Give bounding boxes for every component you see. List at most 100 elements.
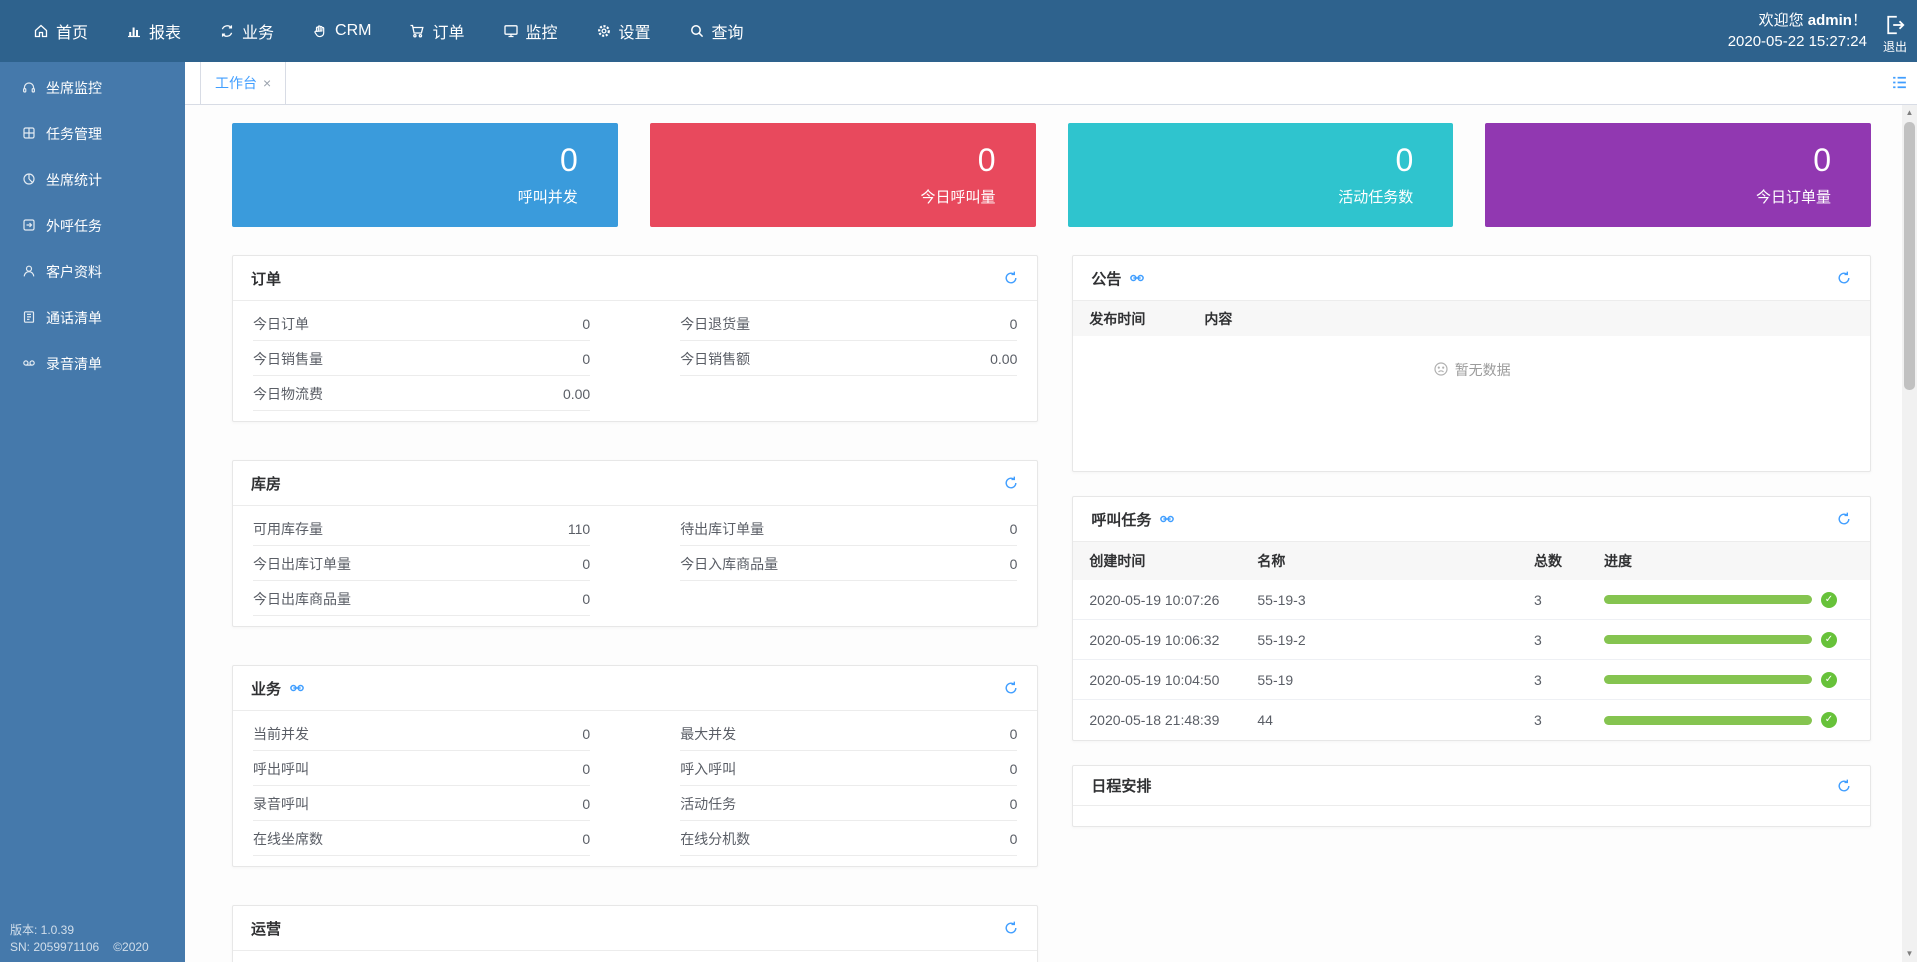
panel-announcement: 公告 发布时间 内容 暂无数据: [1072, 255, 1871, 472]
task-created-time: 2020-05-18 21:48:39: [1089, 712, 1220, 728]
sidebar-item-customer-data[interactable]: 客户资料: [0, 252, 185, 292]
nav-item-label: 设置: [618, 25, 651, 42]
announcement-table-header: 发布时间 内容: [1073, 301, 1870, 336]
column-header: 进度: [1604, 553, 1632, 569]
scrollbar-thumb[interactable]: [1904, 122, 1915, 390]
field-value: 0: [1009, 555, 1018, 572]
scrollbar-down-arrow[interactable]: [1902, 946, 1917, 962]
nav-item-label: 报表: [149, 25, 182, 42]
field-value: 0: [1009, 760, 1018, 777]
sidebar-item-label: 通话清单: [46, 310, 102, 326]
agent-stats-icon: [22, 172, 36, 189]
sidebar: 坐席监控 任务管理 坐席统计 外呼任务 客户资料 通话清单 录音清单 版本: 1…: [0, 62, 185, 962]
monitor-icon: [503, 23, 519, 39]
nav-item-monitoring[interactable]: 监控: [484, 0, 577, 62]
sidebar-item-agent-monitor[interactable]: 坐席监控: [0, 68, 185, 108]
sidebar-item-agent-stats[interactable]: 坐席统计: [0, 160, 185, 200]
nav-item-label: 订单: [432, 25, 465, 42]
stat-label: 呼叫并发: [517, 189, 578, 206]
refresh-icon[interactable]: [1003, 475, 1019, 491]
vertical-scrollbar[interactable]: [1902, 105, 1917, 962]
tab-close-icon[interactable]: ×: [263, 75, 272, 91]
stat-field: 录音呼叫 0: [253, 786, 591, 821]
nav-item-label: 查询: [711, 25, 744, 42]
refresh-icon[interactable]: [1836, 511, 1852, 527]
field-label: 录音呼叫: [253, 795, 309, 812]
link-icon[interactable]: [1159, 511, 1175, 527]
panel-order: 订单 今日订单 0 今日退货量 0 今日销售量 0 今日销售额 0.00 今日物流费 0.…: [232, 255, 1039, 422]
panel-title: 业务: [251, 680, 282, 698]
panel-title: 运营: [251, 920, 282, 938]
announcement-empty-area: 暂无数据: [1073, 336, 1870, 471]
field-label: 今日销售额: [680, 350, 751, 367]
panel-title: 订单: [251, 270, 282, 288]
field-value: 0: [582, 590, 591, 607]
stat-field: 最大并发 0: [680, 716, 1018, 751]
stat-field: 呼入呼叫 0: [680, 751, 1018, 786]
sidebar-item-task-manage[interactable]: 任务管理: [0, 114, 185, 154]
field-value: 0: [582, 830, 591, 847]
order-cart-icon: [409, 23, 425, 39]
task-created-time: 2020-05-19 10:07:26: [1089, 591, 1220, 608]
sidebar-item-label: 客户资料: [46, 264, 102, 280]
logout-button[interactable]: 退出: [1883, 9, 1907, 54]
customer-icon: [22, 264, 36, 281]
stat-field: 今日物流费 0.00: [253, 376, 591, 411]
nav-item-reports[interactable]: 报表: [107, 0, 200, 62]
call-tasks-table-header: 创建时间 名称 总数 进度: [1073, 542, 1870, 580]
stat-field: 今日销售额 0.00: [680, 341, 1018, 376]
refresh-icon[interactable]: [1836, 778, 1852, 794]
nav-item-label: 业务: [242, 25, 275, 42]
welcome-block: 欢迎您 admin！ 2020-05-22 15:27:24: [1728, 10, 1867, 52]
refresh-icon[interactable]: [1003, 920, 1019, 936]
refresh-icon[interactable]: [1003, 270, 1019, 286]
stat-value: 0: [977, 142, 996, 178]
column-header: 发布时间: [1089, 310, 1146, 327]
panel-business: 业务 当前并发 0 最大并发 0 呼出呼叫 0 呼入呼叫 0 录音呼叫 0 活动任务 0 在…: [232, 665, 1039, 867]
stat-value: 0: [1813, 142, 1831, 178]
field-label: 活动任务: [680, 795, 737, 812]
link-icon[interactable]: [289, 680, 305, 696]
search-icon: [689, 23, 705, 39]
field-value: 0: [582, 725, 591, 742]
sidebar-item-recording-list[interactable]: 录音清单: [0, 344, 185, 384]
task-name: 55-19: [1257, 671, 1294, 688]
stat-card-today-calls: 0 今日呼叫量: [649, 123, 1036, 227]
nav-item-orders[interactable]: 订单: [390, 0, 483, 62]
task-name: 44: [1257, 712, 1273, 728]
nav-item-query[interactable]: 查询: [670, 0, 763, 62]
tab-list-icon[interactable]: [1891, 74, 1908, 96]
field-label: 在线分机数: [680, 830, 751, 847]
logout-icon: [1883, 15, 1907, 41]
nav-item-crm[interactable]: CRM: [293, 0, 390, 62]
field-value: 0: [1009, 520, 1018, 537]
field-value: 0: [582, 350, 591, 367]
nav-item-home[interactable]: 首页: [14, 0, 107, 62]
top-navbar: 首页 报表 业务 CRM 订单 监控 设置 查询 欢迎您 admin！ 2020…: [0, 0, 1917, 62]
copyright-text: ©2020: [113, 940, 149, 954]
nav-item-settings[interactable]: 设置: [577, 0, 670, 62]
field-value: 0: [1009, 795, 1018, 812]
stat-field: 坐席总数10: [680, 956, 1017, 962]
refresh-icon[interactable]: [1003, 680, 1019, 696]
field-label: 今日销售量: [253, 350, 323, 367]
stat-field: 今日出库订单量 0: [253, 546, 591, 581]
table-row: 2020-05-18 21:48:39 44 3: [1073, 700, 1870, 740]
stat-field: 可用库存量 110: [253, 511, 591, 546]
tab-workbench[interactable]: 工作台 ×: [200, 62, 287, 104]
stat-field: 今日销售量 0: [253, 341, 591, 376]
column-header: 总数: [1534, 553, 1562, 569]
home-icon: [33, 23, 49, 39]
sidebar-item-outbound-task[interactable]: 外呼任务: [0, 206, 185, 246]
sidebar-item-call-records[interactable]: 通话清单: [0, 298, 185, 338]
task-created-time: 2020-05-19 10:06:32: [1089, 631, 1220, 648]
sidebar-item-label: 坐席监控: [46, 80, 102, 96]
no-data-face-icon: [1433, 361, 1449, 380]
serial-number: SN: 2059971106: [10, 940, 100, 954]
scrollbar-up-arrow[interactable]: [1902, 105, 1917, 121]
stat-field: 活动任务 0: [680, 786, 1018, 821]
refresh-icon[interactable]: [1836, 270, 1852, 286]
nav-item-business[interactable]: 业务: [200, 0, 293, 62]
field-value: 0: [582, 315, 591, 332]
link-icon[interactable]: [1129, 270, 1145, 286]
